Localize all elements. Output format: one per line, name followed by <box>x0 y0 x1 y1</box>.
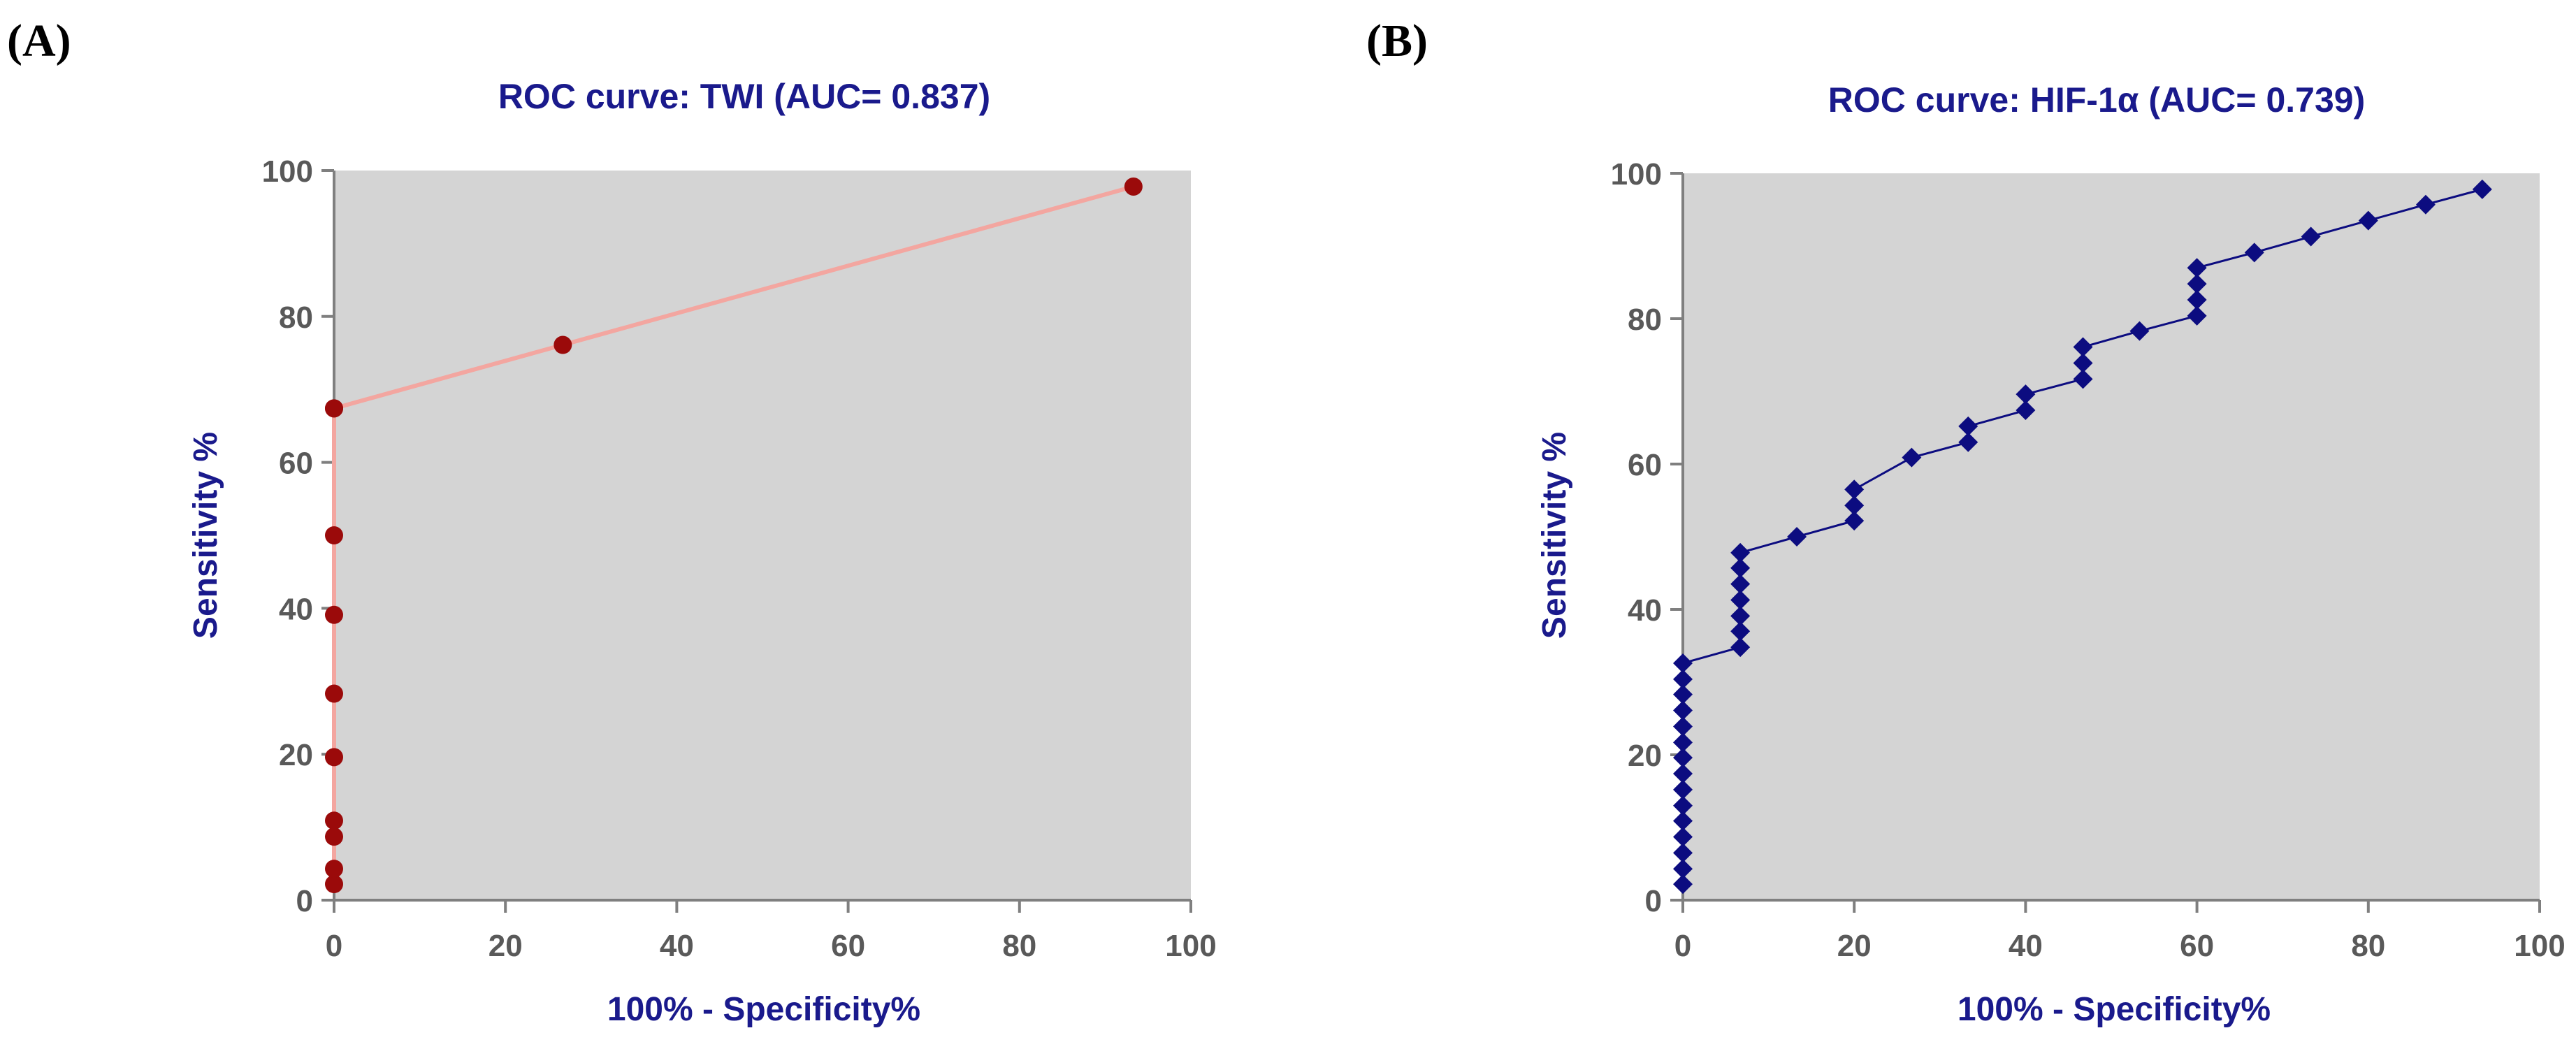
panel-a-y-ticks: 0 20 40 60 80 100 <box>262 154 334 918</box>
panel-b-data-point <box>1730 574 1751 594</box>
panel-b-title: ROC curve: HIF-1α (AUC= 0.739) <box>1828 80 2365 120</box>
panel-a-title: ROC curve: TWI (AUC= 0.837) <box>498 77 990 116</box>
panel-b-y-tick-label: 0 <box>1645 884 1662 918</box>
panel-a-x-tick-label: 40 <box>660 929 694 963</box>
panel-b-y-tick-label: 100 <box>1611 157 1662 191</box>
panel-a-data-point <box>325 399 343 418</box>
panel-b-data-point <box>1730 542 1751 563</box>
panel-b-data-point <box>1673 764 1693 784</box>
panel-b-data-point <box>2244 243 2264 263</box>
panel-a-x-tick-label: 20 <box>489 929 523 963</box>
panel-a-data-point <box>325 860 343 878</box>
panel-b-data-point <box>1730 558 1751 578</box>
panel-b-y-tick-label: 20 <box>1628 739 1662 773</box>
panel-a-x-tick-label: 100 <box>1165 929 1216 963</box>
panel-b-y-tick-label: 80 <box>1628 303 1662 337</box>
panel-a-data-point <box>325 811 343 830</box>
panel-b-data-point <box>1787 527 1807 547</box>
panel-b-data-point <box>2129 321 2150 341</box>
panel-b-data-point <box>1958 416 1978 436</box>
panel-a-data-point <box>1124 177 1143 196</box>
panel-b-x-tick-label: 20 <box>1837 929 1872 963</box>
panel-a-x-tick-label: 60 <box>831 929 865 963</box>
panel-a-data-point <box>553 335 572 354</box>
panel-a-x-tick-label: 80 <box>1002 929 1036 963</box>
panel-a-markers <box>325 177 1143 894</box>
panel-b-label: (B) <box>1366 15 1428 66</box>
panel-b-data-point <box>1673 748 1693 768</box>
panel-a-x-axis-label: 100% - Specificity% <box>607 991 920 1028</box>
panel-b-data-point <box>1844 479 1865 500</box>
panel-b-roc-hif1a: (B) ROC curve: HIF-1α (AUC= 0.739) 0 20 40… <box>1366 15 2566 1028</box>
panel-b-x-tick-label: 60 <box>2180 929 2214 963</box>
panel-b-data-point <box>2415 194 2436 215</box>
panel-b-data-point <box>1730 606 1751 626</box>
panel-b-data-point <box>2073 369 2093 389</box>
panel-b-data-point <box>1673 843 1693 863</box>
panel-b-data-point <box>2187 258 2207 278</box>
panel-b-data-point <box>2301 226 2321 247</box>
panel-b-y-tick-label: 40 <box>1628 593 1662 628</box>
panel-b-data-point <box>1673 653 1693 673</box>
panel-b-data-point <box>2187 274 2207 294</box>
panel-b-data-point <box>1673 716 1693 737</box>
panel-b-data-point <box>1673 684 1693 704</box>
panel-b-data-point <box>1673 874 1693 895</box>
panel-b-data-point <box>1730 621 1751 642</box>
panel-b-y-tick-label: 60 <box>1628 448 1662 482</box>
panel-a-data-point <box>325 748 343 767</box>
panel-b-data-point <box>1673 732 1693 753</box>
panel-b-x-tick-label: 100 <box>2514 929 2565 963</box>
panel-a-y-tick-label: 20 <box>279 738 313 772</box>
panel-b-data-point <box>1673 779 1693 800</box>
panel-a-label: (A) <box>7 15 71 66</box>
panel-b-plot-area <box>1683 173 2540 900</box>
panel-b-data-point <box>1730 590 1751 610</box>
panel-a-x-ticks: 0 20 40 60 80 100 <box>326 900 1217 963</box>
panel-b-data-point <box>2016 400 2036 421</box>
panel-b-data-point <box>1958 432 1978 452</box>
panel-b-data-point <box>1673 811 1693 831</box>
panel-b-data-point <box>2472 179 2492 199</box>
panel-b-data-point <box>1673 700 1693 721</box>
panel-a-y-tick-label: 60 <box>279 447 313 481</box>
panel-b-data-point <box>1673 827 1693 847</box>
panel-a-plot-area <box>334 171 1191 900</box>
panel-b-data-point <box>2073 353 2093 373</box>
panel-b-data-point <box>2073 337 2093 357</box>
panel-b-data-point <box>1902 447 1922 468</box>
panel-b-x-axis-label: 100% - Specificity% <box>1958 991 2271 1028</box>
panel-b-y-axis-label: Sensitivity % <box>1536 432 1573 639</box>
panel-b-data-point <box>1730 637 1751 658</box>
panel-b-data-point <box>1673 669 1693 689</box>
panel-b-y-ticks: 0 20 40 60 80 100 <box>1611 157 1683 918</box>
panel-b-data-point <box>1844 496 1865 516</box>
panel-b-x-tick-label: 80 <box>2351 929 2385 963</box>
panel-a-y-axis-label: Sensitivity % <box>187 432 224 639</box>
panel-b-data-point <box>2358 210 2378 231</box>
panel-a-y-tick-label: 0 <box>296 884 313 918</box>
panel-b-data-point <box>2187 305 2207 326</box>
panel-a-y-tick-label: 100 <box>262 154 313 189</box>
panel-b-data-point <box>2187 289 2207 310</box>
panel-b-x-ticks: 0 20 40 60 80 100 <box>1674 900 2566 963</box>
panel-b-markers <box>1673 179 2492 895</box>
panel-a-x-tick-label: 0 <box>326 929 342 963</box>
panel-b-x-tick-label: 0 <box>1674 929 1691 963</box>
panel-a-data-point <box>325 605 343 624</box>
panel-a-y-tick-label: 40 <box>279 592 313 626</box>
panel-a-data-point <box>325 827 343 846</box>
panel-b-data-point <box>1844 511 1865 531</box>
panel-b-data-point <box>2016 384 2036 405</box>
panel-b-x-tick-label: 40 <box>2009 929 2043 963</box>
panel-b-data-point <box>1673 795 1693 816</box>
panel-a-y-tick-label: 80 <box>279 301 313 335</box>
panel-a-data-point <box>325 684 343 703</box>
panel-a-data-point <box>325 875 343 894</box>
panel-a-data-point <box>325 526 343 544</box>
panel-a-roc-twi: (A) ROC curve: TWI (AUC= 0.837) 0 20 40 60 8… <box>7 15 1217 1028</box>
panel-b-data-point <box>1673 859 1693 879</box>
